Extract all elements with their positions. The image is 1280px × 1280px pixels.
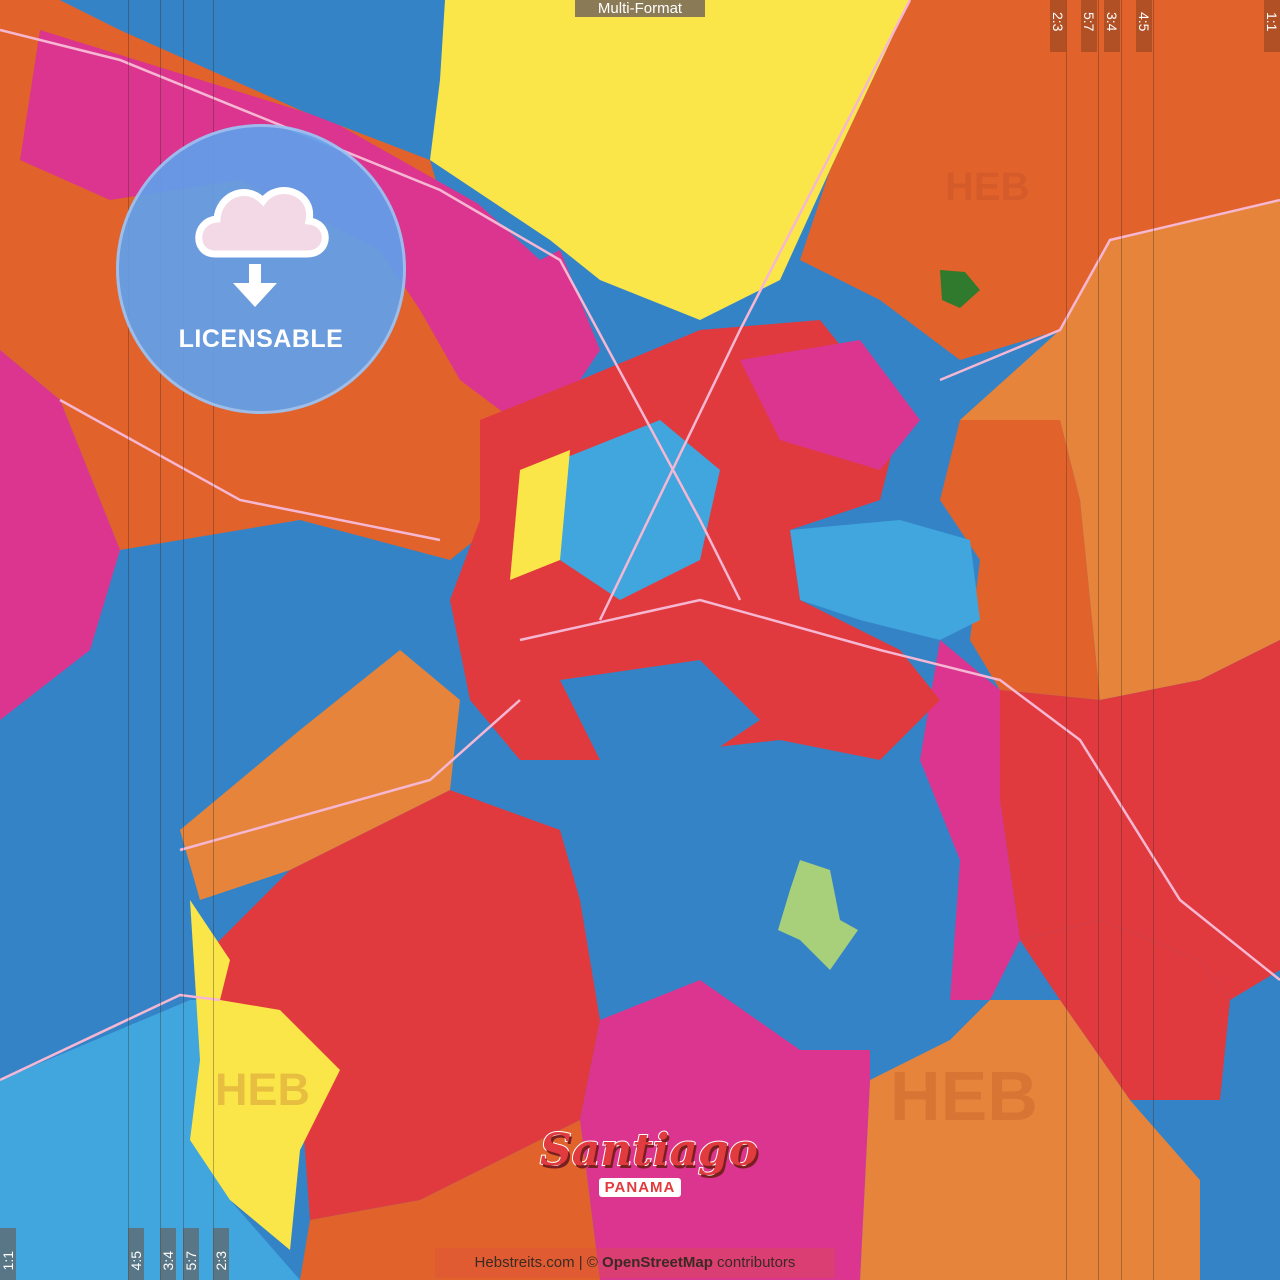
crop-line	[1153, 0, 1154, 1280]
region-orange-south	[300, 1120, 600, 1280]
region-orange-ne	[800, 0, 1280, 360]
region-pink-nw	[20, 30, 600, 440]
ratio-label-top: 4:5	[1136, 0, 1152, 52]
region-orange-sw	[180, 650, 460, 900]
crop-line	[1121, 0, 1122, 1280]
ratio-label-bottom: 3:4	[160, 1228, 176, 1280]
crop-line	[1066, 0, 1067, 1280]
crop-line	[213, 0, 214, 1280]
attribution: Hebstreits.com | © OpenStreetMap contrib…	[435, 1248, 835, 1278]
cloud-download-icon	[195, 187, 329, 307]
ratio-label-top: 1:1	[1264, 0, 1280, 52]
region-blue-se	[1130, 1050, 1280, 1280]
region-pink-se	[920, 640, 1020, 1000]
region-city-blue-south	[560, 660, 760, 760]
attribution-osm-link[interactable]: OpenStreetMap	[602, 1254, 713, 1271]
ratio-label-bottom: 4:5	[128, 1228, 144, 1280]
ratio-label-bottom: 5:7	[183, 1228, 199, 1280]
region-red-east	[1000, 640, 1280, 1000]
region-city-blue-mix	[560, 420, 720, 600]
region-lightblue-center-east	[790, 520, 980, 640]
licensable-badge[interactable]: LICENSABLE	[116, 124, 406, 414]
watermarks: HEB HEB HEB	[215, 165, 1038, 1135]
ratio-label-top: 3:4	[1104, 0, 1120, 52]
region-yellow-sw	[190, 900, 340, 1250]
map-title-block: Santiago PANAMA	[539, 1124, 759, 1197]
region-yellow-north	[430, 0, 910, 320]
ratio-label-top: 5:7	[1081, 0, 1097, 52]
attribution-site[interactable]: Hebstreits.com	[474, 1254, 575, 1271]
attribution-suffix: contributors	[712, 1254, 796, 1271]
svg-text:HEB: HEB	[215, 1064, 310, 1115]
main-roads	[0, 0, 1280, 1082]
ratio-label-top: 2:3	[1050, 0, 1066, 52]
map-subtitle: PANAMA	[598, 1178, 682, 1197]
region-orange-east	[940, 420, 1100, 700]
crop-line	[1098, 0, 1099, 1280]
region-pink-south	[580, 980, 870, 1280]
ratio-label-bottom: 2:3	[213, 1228, 229, 1280]
svg-text:HEB: HEB	[945, 165, 1029, 209]
region-pink-west	[0, 350, 120, 720]
region-city-pink-mix	[740, 340, 920, 470]
region-orange-se	[860, 1000, 1200, 1280]
badge-label: LICENSABLE	[178, 325, 344, 353]
attribution-separator: | ©	[574, 1254, 603, 1271]
ratio-label-bottom: 1:1	[0, 1228, 16, 1280]
svg-text:HEB: HEB	[890, 1057, 1038, 1135]
map-title: Santiago	[539, 1124, 759, 1177]
region-blue-south-center	[600, 740, 960, 1050]
crop-line	[183, 0, 184, 1280]
crop-line	[128, 0, 129, 1280]
region-blue-north	[60, 0, 560, 260]
region-lightorange-east	[960, 200, 1280, 700]
park-dark-green	[940, 270, 980, 308]
region-city-yellow-mix	[510, 450, 570, 580]
format-label: Multi-Format	[575, 0, 705, 17]
region-red-center-east	[1020, 920, 1230, 1100]
crop-line	[160, 0, 161, 1280]
park-green	[778, 860, 858, 970]
region-red-southwest	[200, 790, 600, 1220]
